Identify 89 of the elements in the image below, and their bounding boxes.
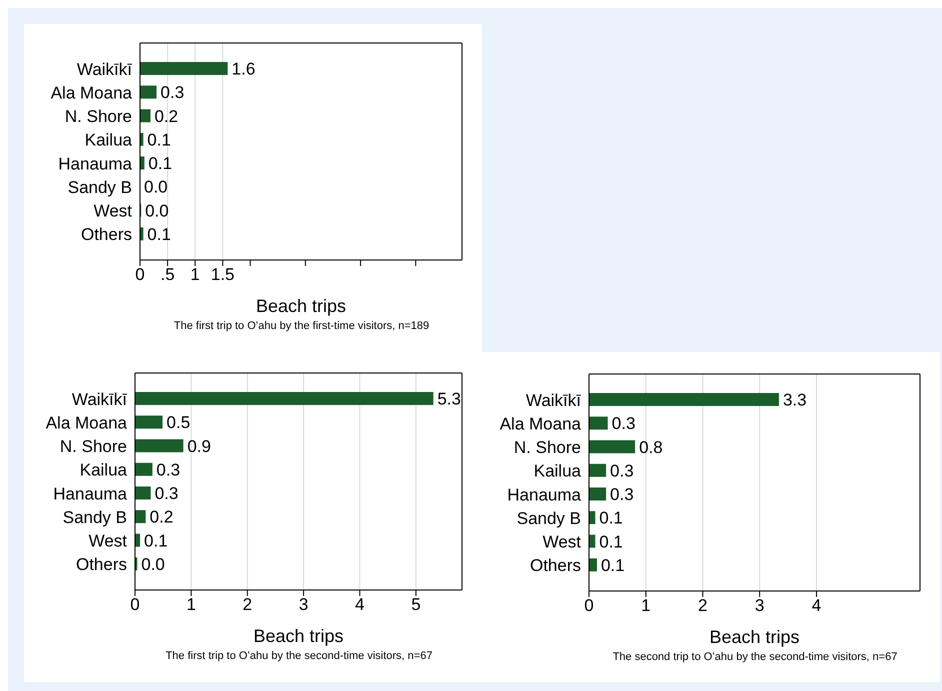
- y-tick-label: Ala Moana: [50, 83, 133, 102]
- y-tick-label: Ala Moana: [46, 413, 128, 432]
- data-label: 0.9: [187, 436, 211, 456]
- data-label: 0.0: [144, 178, 168, 197]
- data-label: 0.1: [148, 154, 172, 174]
- bar: [589, 440, 636, 454]
- data-label: 0.1: [599, 532, 623, 552]
- data-label: 0.3: [610, 485, 634, 504]
- data-label: 0.1: [600, 556, 625, 575]
- x-tick-label: 1: [186, 595, 196, 614]
- y-tick-label: Waikīkī: [72, 390, 128, 409]
- y-tick-label: Waikīkī: [76, 60, 132, 79]
- y-tick-label: Others: [80, 225, 132, 244]
- data-label: 0.3: [160, 83, 184, 102]
- y-tick-label: Others: [530, 556, 581, 576]
- x-tick-label: 2: [698, 596, 708, 616]
- bar: [135, 510, 146, 524]
- x-axis-title: Beach trips: [709, 627, 800, 647]
- y-tick-label: Sandy B: [516, 508, 581, 528]
- data-label: 0.1: [147, 130, 171, 150]
- data-label: 1.6: [232, 60, 256, 79]
- bar: [589, 534, 596, 548]
- x-tick-label: 2: [242, 595, 252, 614]
- bar: [135, 416, 163, 429]
- bar: [135, 392, 434, 405]
- data-label: 0.3: [154, 484, 178, 504]
- bar: [589, 464, 606, 477]
- y-tick-label: Kailua: [84, 130, 133, 150]
- x-tick-label: 1: [641, 596, 651, 616]
- x-tick-label: 0: [130, 595, 140, 614]
- bar: [135, 486, 151, 500]
- data-label: 0.5: [166, 413, 190, 432]
- y-tick-label: Sandy B: [62, 508, 127, 527]
- y-tick-label: N. Shore: [60, 437, 127, 456]
- y-tick-label: N. Shore: [64, 107, 132, 126]
- x-tick-label: 1.5: [210, 265, 235, 284]
- y-tick-label: Ala Moana: [500, 414, 582, 434]
- y-tick-label: Kailua: [80, 460, 128, 480]
- y-tick-label: Hanauma: [507, 485, 582, 504]
- data-label: 0.1: [599, 508, 623, 528]
- bar: [589, 416, 608, 430]
- x-tick-label: 0: [584, 596, 594, 616]
- bar: [589, 511, 596, 524]
- data-label: 0.3: [612, 414, 636, 434]
- y-tick-label: Sandy B: [68, 178, 132, 197]
- data-label: 0.0: [145, 201, 169, 220]
- x-axis-title: Beach trips: [256, 296, 346, 316]
- bar: [140, 227, 144, 240]
- bar: [140, 132, 144, 146]
- data-label: 5.3: [437, 390, 461, 409]
- y-tick-label: West: [542, 532, 582, 552]
- y-tick-label: Kailua: [534, 462, 582, 481]
- y-tick-label: Hanauma: [53, 484, 128, 504]
- x-tick-label: 3: [754, 596, 764, 616]
- y-tick-label: Waikīkī: [526, 390, 582, 410]
- bar: [135, 462, 152, 476]
- x-tick-label: 4: [812, 596, 822, 616]
- bar: [140, 62, 228, 75]
- x-tick-label: 0: [135, 265, 145, 284]
- y-tick-label: N. Shore: [514, 438, 581, 458]
- bar: [589, 558, 597, 572]
- text: The second trip to Oʻahu by the second-time visitors, n=67: [612, 651, 898, 663]
- text: The first trip to Oʻahu by the second-time visitors, n=67: [164, 650, 434, 662]
- y-tick-label: West: [88, 532, 128, 551]
- text: The first trip to Oʻahu by the first-time visitors, n=189: [172, 320, 430, 332]
- data-label: 0.1: [147, 224, 171, 244]
- y-tick-label: Hanauma: [58, 154, 133, 174]
- data-label: 3.3: [782, 390, 807, 410]
- data-label: 0.3: [156, 460, 180, 480]
- y-tick-label: Others: [76, 555, 127, 574]
- x-tick-label: 4: [355, 595, 364, 614]
- data-label: 0.8: [639, 438, 663, 457]
- bar: [589, 488, 606, 500]
- x-tick-label: 3: [298, 595, 308, 614]
- x-tick-label: .5: [160, 265, 175, 284]
- data-label: 0.2: [154, 106, 178, 126]
- data-label: 0.1: [144, 531, 168, 550]
- x-tick-label: 5: [411, 595, 421, 614]
- x-tick-label: 1: [190, 265, 200, 284]
- data-label: 0.3: [610, 461, 634, 480]
- data-label: 0.2: [150, 508, 174, 527]
- bar: [135, 439, 184, 452]
- bar: [589, 393, 779, 406]
- x-axis-title: Beach trips: [253, 626, 344, 646]
- bar: [140, 109, 150, 122]
- bar: [140, 86, 157, 99]
- data-label: 0.0: [141, 554, 165, 574]
- bar: [140, 156, 144, 170]
- y-tick-label: West: [94, 202, 132, 221]
